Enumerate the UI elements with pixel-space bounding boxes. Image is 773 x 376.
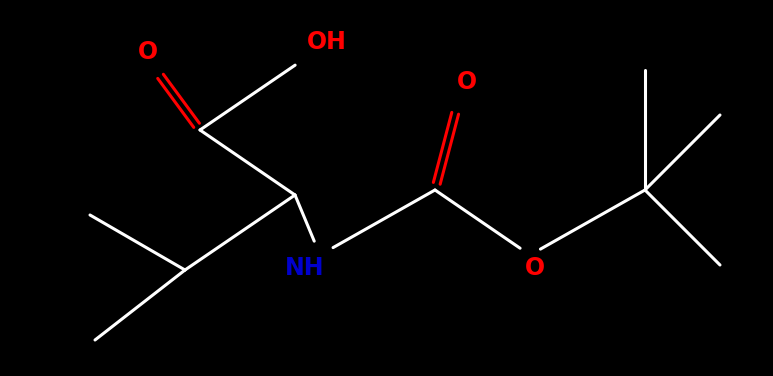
Text: OH: OH — [307, 30, 347, 54]
Text: O: O — [525, 256, 545, 280]
Text: O: O — [457, 70, 477, 94]
Text: O: O — [138, 40, 158, 64]
Text: NH: NH — [285, 256, 325, 280]
